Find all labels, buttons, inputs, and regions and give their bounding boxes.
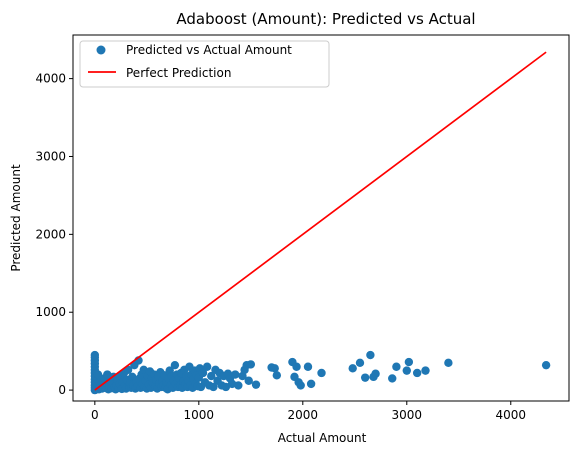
perfect-prediction-line	[94, 51, 547, 391]
legend-label-line: Perfect Prediction	[126, 66, 231, 80]
x-tick-label: 4000	[495, 408, 526, 422]
scatter-point	[231, 370, 240, 379]
scatter-point	[93, 370, 103, 379]
scatter-point	[202, 362, 212, 371]
scatter-point	[444, 358, 453, 368]
scatter-point	[348, 364, 357, 373]
legend-box	[79, 40, 330, 88]
scatter-point	[244, 376, 253, 385]
scatter-point	[392, 362, 401, 371]
scatter-point	[296, 381, 305, 390]
plot-area	[72, 34, 570, 402]
scatter-point	[317, 368, 326, 378]
scatter-point	[209, 382, 218, 392]
plot-frame	[72, 34, 570, 402]
scatter-point	[251, 380, 261, 389]
scatter-point	[355, 358, 365, 368]
scatter-point	[207, 371, 216, 381]
y-tick-label: 0	[58, 383, 66, 397]
scatter-point	[170, 360, 180, 370]
scatter-point	[421, 366, 430, 375]
scatter-point	[388, 374, 397, 383]
scatter-point	[198, 368, 208, 378]
scatter-point	[234, 381, 243, 390]
legend-marker-scatter	[96, 45, 106, 55]
scatter-point	[412, 368, 422, 378]
scatter-point	[246, 360, 256, 369]
x-tick-label: 3000	[392, 408, 423, 422]
scatter-point	[272, 371, 282, 380]
x-tick-label: 1000	[184, 408, 215, 422]
scatter-point	[404, 357, 414, 367]
legend-label-scatter: Predicted vs Actual Amount	[126, 43, 292, 57]
x-axis: 0 1000 2000 3000 4000	[91, 401, 526, 422]
scatter-point	[306, 379, 316, 389]
scatter-point	[292, 362, 301, 371]
y-axis-label: Predicted Amount	[9, 164, 23, 272]
y-axis: 0 1000 2000 3000 4000	[35, 72, 73, 397]
scatter-point	[221, 382, 231, 392]
x-axis-label: Actual Amount	[278, 431, 367, 445]
scatter-point	[541, 360, 551, 370]
x-tick-label: 0	[91, 408, 99, 422]
x-tick-label: 2000	[288, 408, 319, 422]
chart-title: Adaboost (Amount): Predicted vs Actual	[176, 10, 475, 28]
scatter-point	[366, 350, 375, 360]
scatter-point	[270, 364, 279, 373]
scatter-point	[303, 362, 313, 371]
y-tick-label: 3000	[35, 149, 66, 163]
legend: Predicted vs Actual Amount Perfect Predi…	[79, 40, 330, 88]
scatter-point	[402, 366, 411, 375]
y-tick-label: 2000	[35, 227, 66, 241]
y-tick-label: 1000	[35, 305, 66, 319]
scatter-point	[360, 373, 370, 382]
data-marks	[90, 51, 551, 395]
scatter-point	[90, 350, 100, 360]
y-tick-label: 4000	[35, 72, 66, 86]
scatter-point	[371, 369, 380, 378]
